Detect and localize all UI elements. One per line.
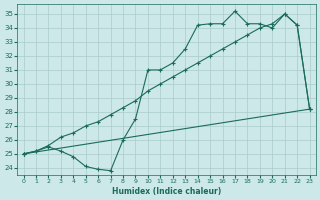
X-axis label: Humidex (Indice chaleur): Humidex (Indice chaleur) (112, 187, 221, 196)
